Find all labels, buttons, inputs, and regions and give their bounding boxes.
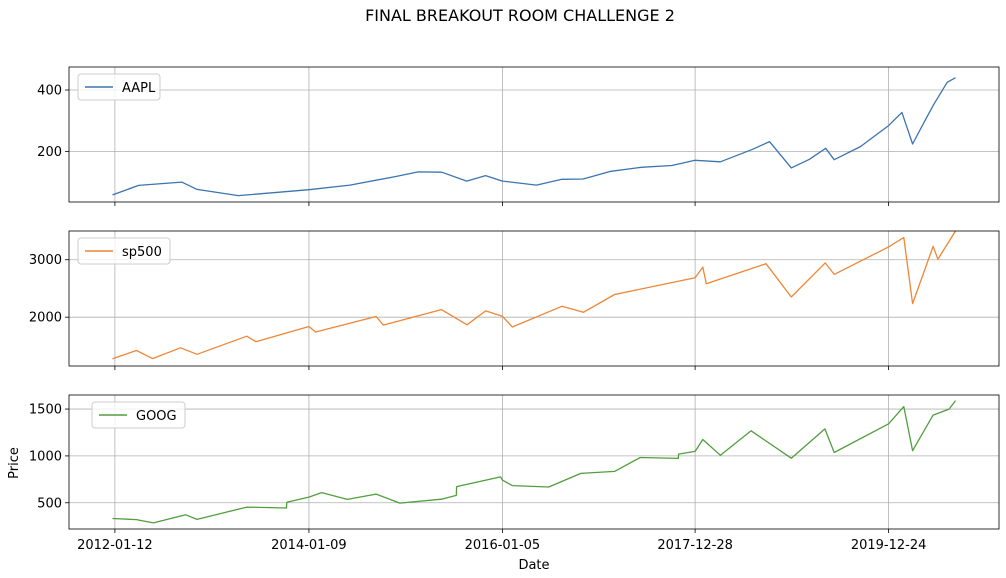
y-axis-label: Price [7, 447, 22, 479]
chart-title: FINAL BREAKOUT ROOM CHALLENGE 2 [365, 6, 675, 25]
panel-2: 2000 3000 sp500 [29, 230, 1000, 370]
x-tick-label: 2012-01-12 [77, 538, 153, 553]
legend-label: sp500 [122, 245, 162, 260]
panels: 200 400 AAPL 2000 3000 sp500 2012-01-12 2014-01… [29, 66, 1000, 553]
y-tick-label: 1000 [29, 449, 62, 464]
x-tick-label: 2017-12-28 [657, 538, 733, 553]
legend-label: AAPL [122, 81, 156, 96]
panel-1: 200 400 AAPL [37, 66, 1000, 206]
series-line-sp500 [112, 230, 957, 360]
y-tick-label: 200 [37, 145, 62, 160]
x-tick-label: 2016-01-05 [465, 538, 541, 553]
plot-frame [68, 230, 1000, 367]
series-line-GOOG [112, 400, 957, 524]
panel-3: 2012-01-12 2014-01-09 2016-01-05 2017-12-28… [29, 394, 1000, 553]
legend-box [77, 73, 161, 101]
legend: GOOG [91, 401, 186, 429]
plot-frame [68, 394, 1000, 530]
plot-frame [68, 66, 1000, 203]
y-tick-label: 500 [37, 496, 62, 511]
x-tick-label: 2019-12-24 [851, 538, 927, 553]
x-axis-label: Date [518, 558, 549, 573]
legend: sp500 [77, 237, 171, 265]
legend: AAPL [77, 73, 161, 101]
y-tick-label: 2000 [29, 311, 62, 326]
series-line-AAPL [112, 77, 956, 197]
y-tick-label: 3000 [29, 253, 62, 268]
legend-box [77, 237, 171, 265]
x-tick-label: 2014-01-09 [271, 538, 347, 553]
y-tick-label: 400 [37, 84, 62, 99]
legend-label: GOOG [136, 409, 177, 424]
legend-box [91, 401, 186, 429]
y-tick-label: 1500 [29, 403, 62, 418]
